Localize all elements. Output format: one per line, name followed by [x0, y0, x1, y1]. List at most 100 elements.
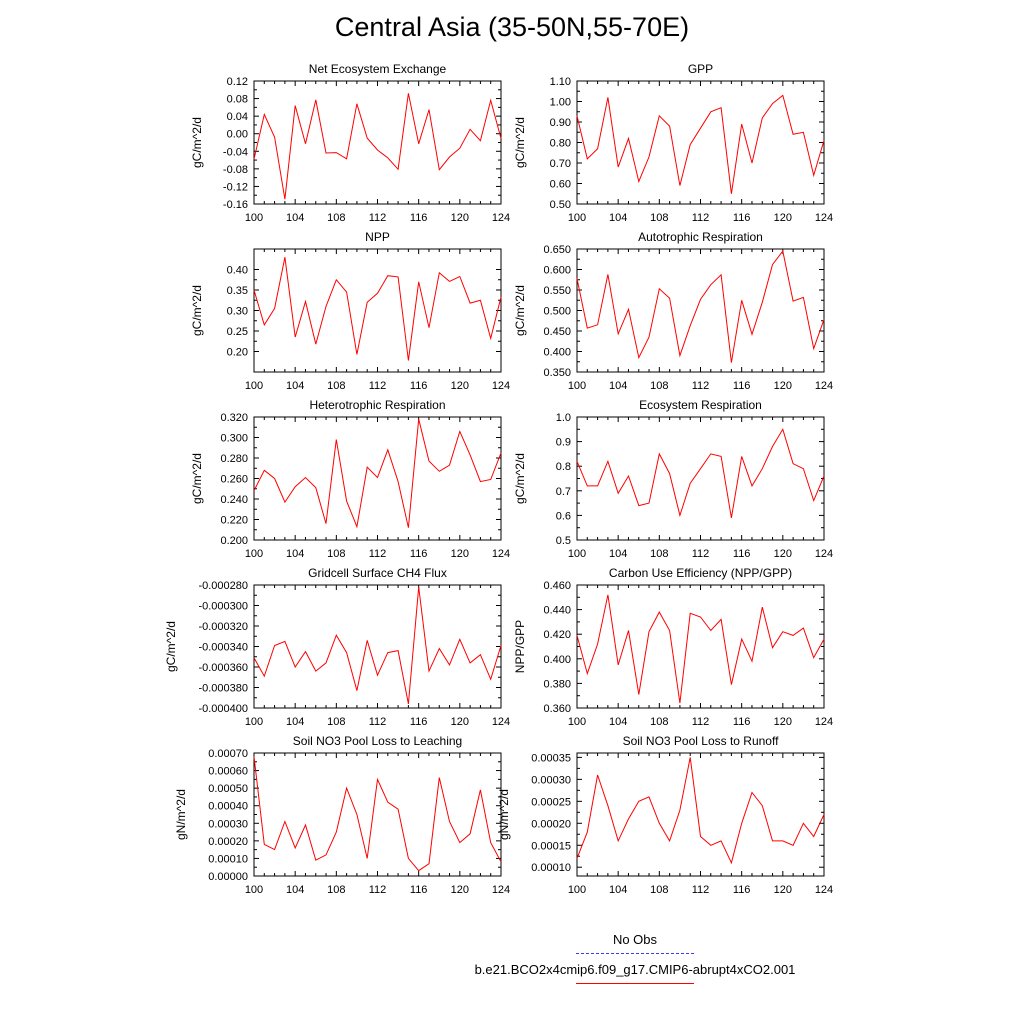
- y-tick-label: 0.00010: [208, 853, 248, 865]
- y-axis-label: gC/m^2/d: [190, 285, 204, 336]
- panel-title: Autotrophic Respiration: [638, 230, 763, 244]
- x-tick-label: 116: [733, 548, 751, 560]
- panel-7: Carbon Use Efficiency (NPP/GPP) NPP/GPP 10…: [513, 566, 833, 728]
- x-tick-label: 100: [245, 716, 263, 728]
- x-tick-label: 108: [650, 380, 668, 392]
- plot-frame: [253, 416, 502, 541]
- plot-frame: [576, 752, 825, 877]
- y-tick-label: 0.220: [220, 515, 248, 527]
- plot-frame: [253, 584, 502, 709]
- y-tick-label: -0.000300: [198, 601, 248, 613]
- y-tick-label: 0.08: [227, 94, 248, 106]
- x-tick-label: 120: [451, 548, 469, 560]
- x-tick-label: 124: [815, 884, 833, 896]
- x-tick-label: 100: [245, 212, 263, 224]
- panel-title: Heterotrophic Respiration: [309, 398, 445, 412]
- x-tick-label: 124: [815, 716, 833, 728]
- x-tick-label: 112: [692, 212, 710, 224]
- x-tick-label: 120: [451, 884, 469, 896]
- panel-title: Soil NO3 Pool Loss to Leaching: [293, 734, 462, 748]
- x-tick-label: 104: [286, 716, 304, 728]
- x-tick-label: 104: [609, 716, 627, 728]
- y-tick-label: 0.25: [227, 326, 248, 338]
- x-tick-label: 112: [369, 380, 387, 392]
- y-tick-label: 0.650: [543, 244, 571, 256]
- y-tick-label: 0.12: [227, 76, 248, 88]
- y-tick-label: 0.00060: [208, 766, 248, 778]
- x-tick-label: 112: [692, 716, 710, 728]
- y-tick-label: 0.600: [543, 265, 571, 277]
- x-tick-label: 108: [327, 380, 345, 392]
- legend-item-case: b.e21.BCO2x4cmip6.f09_g17.CMIP6-abrupt4x…: [440, 962, 830, 984]
- series-line-0: [253, 587, 502, 704]
- y-tick-label: 0.00070: [208, 748, 248, 760]
- x-tick-label: 108: [650, 212, 668, 224]
- x-tick-label: 116: [410, 716, 428, 728]
- y-tick-label: 0.70: [550, 158, 571, 170]
- x-tick-label: 112: [369, 884, 387, 896]
- y-tick-label: 0.00040: [208, 801, 248, 813]
- x-tick-label: 116: [410, 212, 428, 224]
- series-line-0: [576, 94, 825, 194]
- y-axis-label: gC/m^2/d: [164, 621, 178, 672]
- y-tick-label: 0.00030: [531, 774, 571, 786]
- x-tick-label: 104: [286, 548, 304, 560]
- series-line-0: [576, 249, 825, 363]
- y-axis-label: gN/m^2/d: [497, 789, 511, 840]
- panel-title: Carbon Use Efficiency (NPP/GPP): [609, 566, 792, 580]
- x-tick-label: 120: [774, 548, 792, 560]
- y-tick-label: 0.8: [556, 461, 571, 473]
- x-tick-label: 100: [568, 380, 586, 392]
- x-tick-label: 116: [733, 716, 751, 728]
- x-tick-label: 124: [492, 380, 510, 392]
- y-tick-label: 0.440: [543, 605, 571, 617]
- x-tick-label: 124: [492, 548, 510, 560]
- x-tick-label: 112: [692, 548, 710, 560]
- y-tick-label: 0.00015: [531, 840, 571, 852]
- y-tick-label: -0.000400: [198, 703, 248, 715]
- x-tick-label: 108: [327, 716, 345, 728]
- y-tick-label: 0.30: [227, 306, 248, 318]
- y-tick-label: 0.35: [227, 285, 248, 297]
- x-tick-label: 124: [815, 380, 833, 392]
- x-tick-label: 108: [650, 548, 668, 560]
- x-tick-label: 104: [609, 548, 627, 560]
- x-tick-label: 124: [492, 884, 510, 896]
- legend-swatch-no-obs: [576, 953, 694, 954]
- panel-0: Net Ecosystem Exchange gC/m^2/d 100 104 108 1…: [190, 62, 510, 224]
- y-tick-label: 0.00050: [208, 783, 248, 795]
- y-tick-label: 0.500: [543, 306, 571, 318]
- y-tick-label: 0.00: [227, 129, 248, 141]
- x-tick-label: 120: [774, 212, 792, 224]
- y-tick-label: 0.50: [550, 199, 571, 211]
- y-axis-label: gN/m^2/d: [174, 789, 188, 840]
- plot-frame: [253, 752, 502, 877]
- series-line-0: [253, 418, 502, 529]
- panel-2: NPP gC/m^2/d 100 104 108 112 116 120 124 0.20 0.25…: [190, 230, 510, 392]
- x-tick-label: 120: [451, 212, 469, 224]
- x-tick-label: 120: [451, 716, 469, 728]
- x-tick-label: 116: [410, 884, 428, 896]
- x-tick-label: 112: [369, 716, 387, 728]
- series-line-0: [576, 594, 825, 704]
- y-tick-label: 0.00010: [531, 862, 571, 874]
- y-tick-label: 1.10: [550, 76, 571, 88]
- x-tick-label: 100: [245, 884, 263, 896]
- x-tick-label: 120: [774, 380, 792, 392]
- y-tick-label: 0.460: [543, 580, 571, 592]
- y-tick-label: -0.000280: [198, 580, 248, 592]
- x-tick-label: 100: [568, 548, 586, 560]
- panel-1: GPP gC/m^2/d 100 104 108 112 116 120 124 0.50 0.60…: [513, 62, 833, 224]
- x-tick-label: 120: [451, 380, 469, 392]
- panel-title: Gridcell Surface CH4 Flux: [308, 566, 447, 580]
- panel-3: Autotrophic Respiration gC/m^2/d 100 104 108…: [513, 230, 833, 392]
- plot-frame: [576, 416, 825, 541]
- x-tick-label: 116: [733, 884, 751, 896]
- y-tick-label: 0.550: [543, 285, 571, 297]
- x-tick-label: 108: [327, 884, 345, 896]
- y-tick-label: 0.240: [220, 494, 248, 506]
- x-tick-label: 124: [815, 212, 833, 224]
- y-tick-label: -0.000380: [198, 683, 248, 695]
- x-tick-label: 104: [609, 380, 627, 392]
